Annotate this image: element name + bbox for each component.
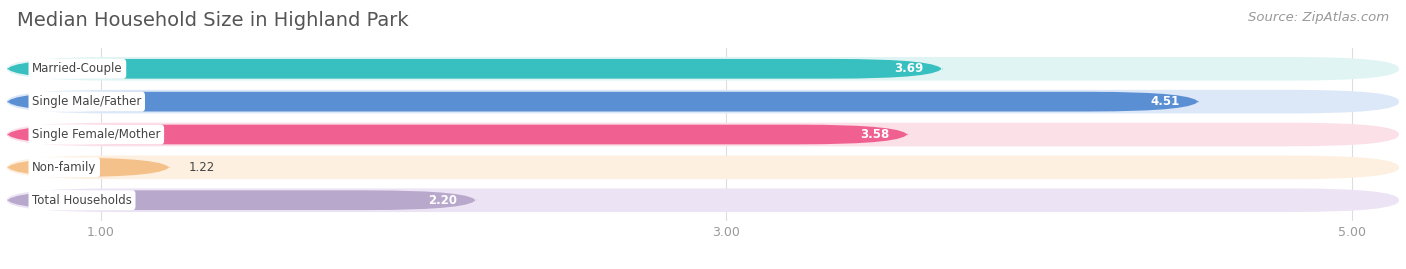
Text: Single Male/Father: Single Male/Father (32, 95, 142, 108)
Text: Single Female/Mother: Single Female/Mother (32, 128, 160, 141)
FancyBboxPatch shape (7, 59, 942, 79)
FancyBboxPatch shape (7, 92, 1199, 112)
Text: 2.20: 2.20 (429, 194, 457, 207)
Text: 4.51: 4.51 (1150, 95, 1180, 108)
FancyBboxPatch shape (7, 190, 477, 210)
FancyBboxPatch shape (7, 157, 170, 177)
FancyBboxPatch shape (7, 188, 1399, 212)
FancyBboxPatch shape (7, 57, 1399, 81)
FancyBboxPatch shape (7, 125, 908, 144)
Text: Source: ZipAtlas.com: Source: ZipAtlas.com (1249, 11, 1389, 24)
Text: Non-family: Non-family (32, 161, 97, 174)
FancyBboxPatch shape (7, 90, 1399, 114)
Text: Married-Couple: Married-Couple (32, 62, 122, 75)
FancyBboxPatch shape (7, 123, 1399, 146)
Text: Median Household Size in Highland Park: Median Household Size in Highland Park (17, 11, 409, 30)
Text: Total Households: Total Households (32, 194, 132, 207)
Text: 1.22: 1.22 (188, 161, 215, 174)
FancyBboxPatch shape (7, 155, 1399, 179)
Text: 3.58: 3.58 (860, 128, 889, 141)
Text: 3.69: 3.69 (894, 62, 924, 75)
